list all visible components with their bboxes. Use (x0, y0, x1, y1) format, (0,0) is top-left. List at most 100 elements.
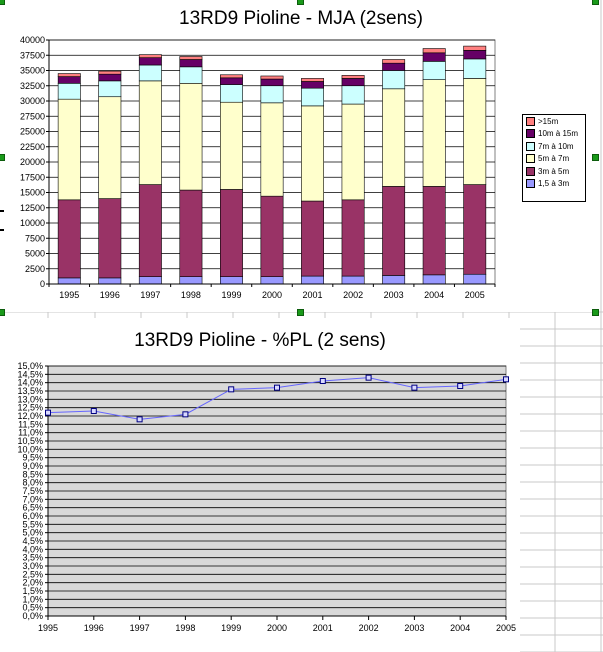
line-y-tick-label: 13,0% (17, 394, 43, 404)
line-x-tick-label: 2003 (404, 623, 424, 633)
bar-plot: 0 2500 5000 7500 10000 12500 15000 17500 20000 22… (20, 35, 496, 300)
line-point (411, 384, 418, 391)
bar-segment (341, 78, 365, 87)
bar-segment (57, 73, 81, 77)
bar-segment (422, 52, 446, 62)
line-y-tick-label: 6,0% (22, 511, 43, 521)
selection-handle[interactable] (592, 154, 599, 161)
line-y-tick-label: 12,5% (17, 403, 43, 413)
bar-segment (179, 56, 203, 60)
selection-handle[interactable] (592, 0, 599, 5)
bar-segment (179, 66, 203, 84)
bar-segment (422, 79, 446, 187)
line-y-tick-label: 2,5% (22, 569, 43, 579)
bar-segment (301, 81, 324, 89)
bar-segment (422, 186, 446, 276)
legend-swatch (526, 116, 535, 126)
legend-label: >15m (538, 116, 559, 126)
bar-segment (98, 80, 122, 98)
line-point (274, 384, 280, 391)
legend-label: 7m à 10m (538, 141, 574, 151)
bar-y-tick-label: 40000 (20, 35, 45, 45)
line-x-tick-label: 2001 (313, 623, 333, 633)
legend-entry[interactable]: 5m à 7m (523, 153, 585, 166)
bar-y-tick-label: 7500 (25, 233, 45, 243)
legend-entry[interactable]: 3m à 5m (523, 165, 585, 178)
bar-segment (260, 85, 284, 104)
selection-handle[interactable] (0, 154, 5, 161)
line-plot: 0,0%0,5%1,0%1,5%2,0%2,5%3,0%3,5%4,0%4,5%… (17, 361, 516, 633)
line-x-tick-label: 1999 (221, 623, 241, 633)
bar-x-tick-label: 1997 (140, 290, 160, 300)
legend-entry[interactable]: 10m à 15m (523, 128, 585, 141)
legend-entry[interactable]: 1,5 à 3m (523, 178, 585, 191)
bar-y-tick-label: 15000 (20, 188, 45, 198)
line-x-tick-label: 2002 (359, 623, 379, 633)
line-x-tick-label: 1998 (175, 623, 195, 633)
bar-segment (463, 45, 487, 51)
line-y-tick-label: 13,5% (17, 386, 43, 396)
selection-handle[interactable] (0, 0, 5, 5)
bar-segment (220, 276, 243, 285)
bar-segment (260, 78, 284, 87)
bar-y-tick-label: 27500 (20, 111, 45, 121)
line-y-tick-label: 10,5% (17, 436, 43, 446)
bar-segment (422, 48, 446, 54)
bar-segment (179, 276, 203, 285)
selection-handle[interactable] (0, 309, 5, 316)
bar-y-tick-label: 32500 (20, 81, 45, 91)
bar-x-tick-label: 2003 (384, 290, 404, 300)
bar-segment (98, 277, 122, 285)
bar-chart-legend[interactable]: >15m 10m à 15m 7m à 10m 5m à 7m 3m à 5m 1,5 à… (522, 114, 586, 202)
bar-segment (341, 275, 365, 285)
line-y-tick-label: 10,0% (17, 444, 43, 454)
bar-segment (463, 58, 487, 79)
bar-segment (220, 74, 243, 79)
line-y-tick-label: 8,5% (22, 469, 43, 479)
line-y-tick-label: 11,5% (18, 419, 43, 429)
bar-segment (138, 184, 162, 277)
bar-segment (341, 75, 365, 79)
line-y-tick-label: 12,0% (17, 411, 43, 421)
line-point (319, 378, 326, 384)
bar-y-tick-label: 2500 (25, 264, 45, 274)
bar-segment (260, 102, 284, 197)
line-point (457, 383, 464, 389)
bar-y-tick-label: 35000 (20, 66, 45, 76)
bar-segment (301, 78, 324, 82)
line-x-tick-label: 1997 (130, 623, 150, 633)
bar-x-tick-label: 2005 (465, 290, 485, 300)
bar-segment (220, 77, 243, 85)
bar-y-tick-label: 25000 (20, 127, 45, 137)
bar-segment (138, 80, 162, 185)
bar-segment (382, 275, 406, 285)
bar-segment (382, 62, 406, 71)
stacked-bar-chart[interactable]: 13RD9 Pioline - MJA (2sens) 0 2500 5000 750… (4, 0, 598, 312)
line-y-tick-label: 14,5% (17, 369, 43, 379)
bar-segment (138, 64, 162, 82)
line-y-tick-label: 0,5% (22, 603, 43, 613)
line-y-tick-label: 9,0% (22, 461, 43, 471)
bar-segment (422, 61, 446, 80)
bar-segment (220, 101, 243, 190)
line-point (136, 416, 143, 423)
selection-handle[interactable] (297, 309, 304, 316)
bar-segment (463, 50, 487, 60)
bar-chart-title: 13RD9 Pioline - MJA (2sens) (179, 8, 423, 29)
line-y-tick-label: 7,0% (22, 494, 43, 504)
selection-handle[interactable] (592, 309, 599, 316)
legend-entry[interactable]: >15m (523, 115, 585, 128)
line-chart[interactable]: 13RD9 Pioline - %PL (2 sens) 0,0% 0,5% 1,0… (0, 318, 520, 652)
legend-entry[interactable]: 7m à 10m (523, 140, 585, 153)
bar-segment (220, 84, 243, 103)
bar-segment (57, 199, 81, 279)
bar-segment (463, 184, 487, 275)
selection-handle[interactable] (297, 0, 304, 5)
bar-y-tick-label: 10000 (20, 218, 45, 228)
line-x-tick-label: 2004 (450, 623, 470, 633)
line-y-tick-label: 5,0% (22, 528, 43, 538)
bar-segment (98, 70, 122, 75)
bar-segment (382, 59, 406, 64)
bar-segment (341, 199, 365, 277)
bar-segment (220, 189, 243, 277)
